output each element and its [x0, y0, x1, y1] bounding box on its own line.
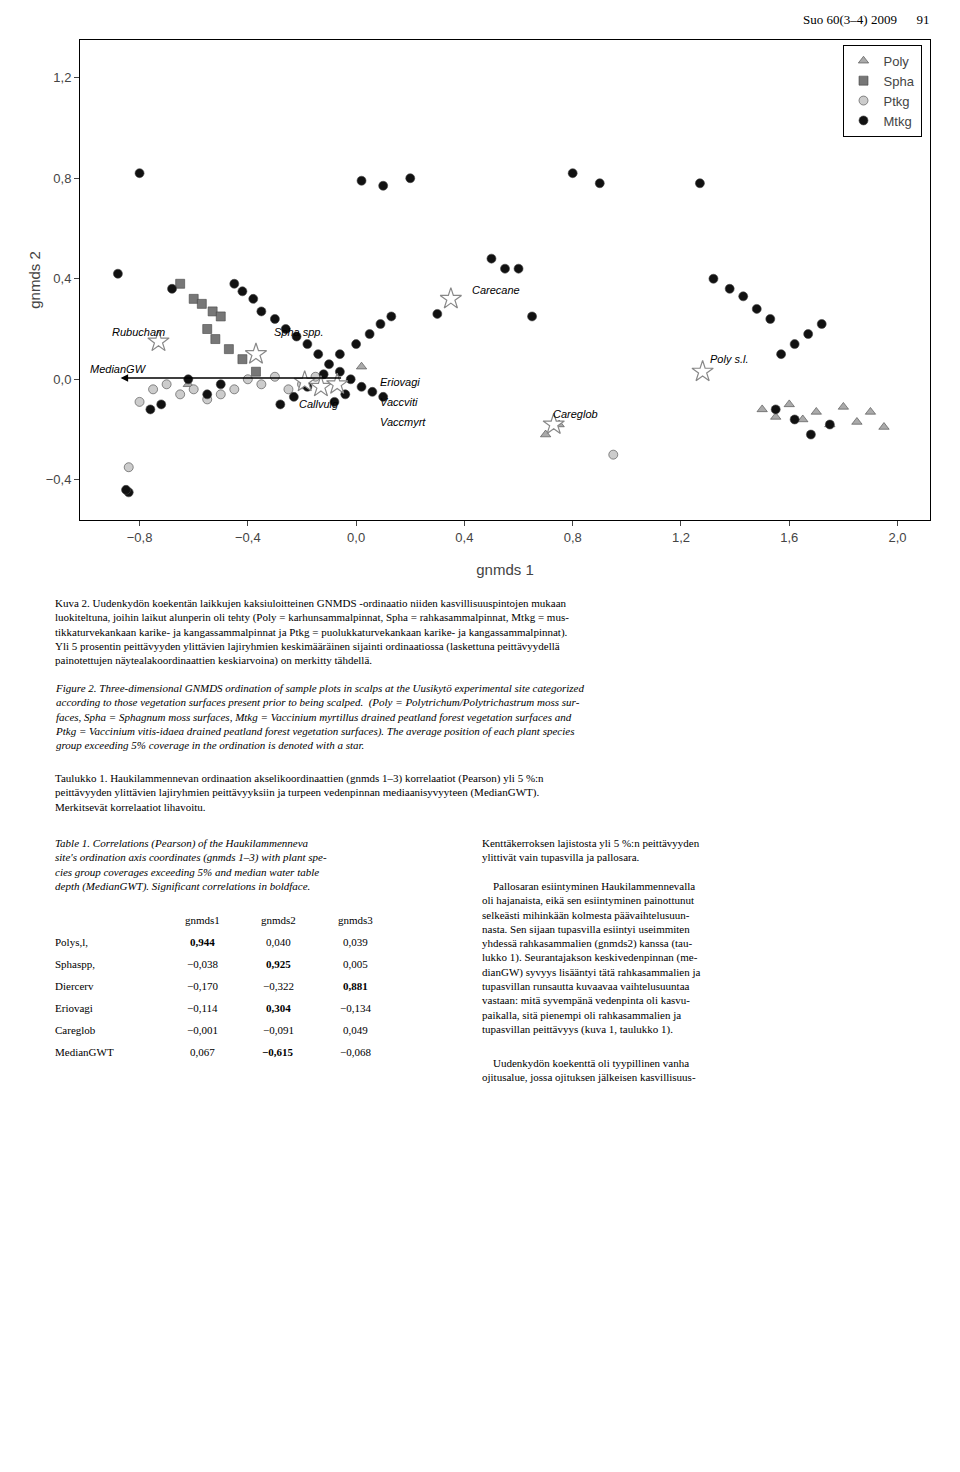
svg-text:Careglob: Careglob	[553, 408, 598, 420]
svg-text:MedianGW: MedianGW	[90, 363, 147, 375]
svg-text:−0,114: −0,114	[187, 1002, 218, 1014]
svg-text:Spha: Spha	[884, 74, 915, 89]
svg-text:Figure 2. Three-dimensional GN: Figure 2. Three-dimensional GNMDS ordina…	[55, 682, 584, 751]
svg-text:−0,615: −0,615	[262, 1046, 294, 1058]
svg-text:−0,4: −0,4	[46, 472, 72, 487]
svg-text:Eriovagi: Eriovagi	[380, 376, 420, 388]
svg-text:2,0: 2,0	[888, 530, 906, 545]
svg-text:−0,170: −0,170	[187, 980, 218, 992]
svg-text:−0,038: −0,038	[187, 958, 218, 970]
svg-text:gnmds 2: gnmds 2	[26, 251, 43, 309]
svg-text:Vaccviti: Vaccviti	[380, 396, 418, 408]
svg-text:Taulukko 1. Haukilammennevan o: Taulukko 1. Haukilammennevan ordinaation…	[55, 772, 544, 813]
svg-text:Eriovagi: Eriovagi	[55, 1002, 93, 1014]
svg-text:MedianGWT: MedianGWT	[55, 1046, 114, 1058]
svg-text:0,0: 0,0	[347, 530, 365, 545]
svg-text:1,2: 1,2	[53, 70, 71, 85]
svg-text:Poly: Poly	[884, 54, 910, 69]
svg-text:0,040: 0,040	[266, 936, 291, 948]
svg-text:Callvulg: Callvulg	[299, 398, 339, 410]
svg-text:Table 1. Correlations (Pearson: Table 1. Correlations (Pearson) of the H…	[55, 837, 327, 893]
svg-text:0,304: 0,304	[266, 1002, 291, 1014]
svg-text:gnmds2: gnmds2	[261, 914, 296, 926]
svg-text:Rubucham: Rubucham	[112, 326, 165, 338]
svg-text:0,4: 0,4	[53, 271, 71, 286]
svg-text:0,8: 0,8	[564, 530, 582, 545]
svg-text:−0,068: −0,068	[340, 1046, 371, 1058]
svg-text:Polys,l,: Polys,l,	[55, 936, 88, 948]
svg-text:−0,322: −0,322	[263, 980, 294, 992]
svg-text:Uudenkydön koekenttä oli tyypi: Uudenkydön koekenttä oli tyypillinen van…	[482, 1057, 696, 1083]
svg-text:−0,001: −0,001	[187, 1024, 218, 1036]
svg-text:−0,4: −0,4	[235, 530, 261, 545]
svg-text:0,039: 0,039	[343, 936, 368, 948]
svg-text:0,049: 0,049	[343, 1024, 368, 1036]
svg-text:−0,091: −0,091	[263, 1024, 294, 1036]
svg-text:0,4: 0,4	[455, 530, 473, 545]
svg-text:gnmds3: gnmds3	[338, 914, 373, 926]
svg-text:0,925: 0,925	[266, 958, 291, 970]
svg-text:0,881: 0,881	[343, 980, 368, 992]
svg-text:gnmds 1: gnmds 1	[476, 561, 534, 578]
svg-text:Poly s.l.: Poly s.l.	[710, 353, 749, 365]
svg-text:−0,134: −0,134	[340, 1002, 371, 1014]
svg-text:Kuva 2. Uudenkydön koekentän l: Kuva 2. Uudenkydön koekentän laikkujen k…	[55, 597, 569, 667]
svg-text:Sphaspp,: Sphaspp,	[55, 958, 95, 970]
svg-text:gnmds1: gnmds1	[185, 914, 220, 926]
svg-text:Suo 60(3–4) 2009 91: Suo 60(3–4) 2009 91	[803, 12, 929, 27]
svg-text:0,8: 0,8	[53, 171, 71, 186]
svg-text:Carecane: Carecane	[472, 284, 520, 296]
svg-text:−0,8: −0,8	[127, 530, 153, 545]
svg-text:Vaccmyrt: Vaccmyrt	[380, 416, 426, 428]
svg-text:Kenttäkerroksen lajistosta yli: Kenttäkerroksen lajistosta yli 5 %:n pei…	[482, 837, 701, 1036]
svg-text:1,6: 1,6	[780, 530, 798, 545]
svg-text:0,944: 0,944	[190, 936, 215, 948]
svg-text:0,067: 0,067	[190, 1046, 215, 1058]
svg-text:Ptkg: Ptkg	[884, 94, 910, 109]
svg-text:Diercerv: Diercerv	[55, 980, 94, 992]
svg-text:0,0: 0,0	[53, 372, 71, 387]
svg-text:Mtkg: Mtkg	[884, 114, 912, 129]
svg-text:1,2: 1,2	[672, 530, 690, 545]
svg-text:0,005: 0,005	[343, 958, 368, 970]
svg-text:Spha spp.: Spha spp.	[274, 326, 324, 338]
svg-text:Careglob: Careglob	[55, 1024, 96, 1036]
